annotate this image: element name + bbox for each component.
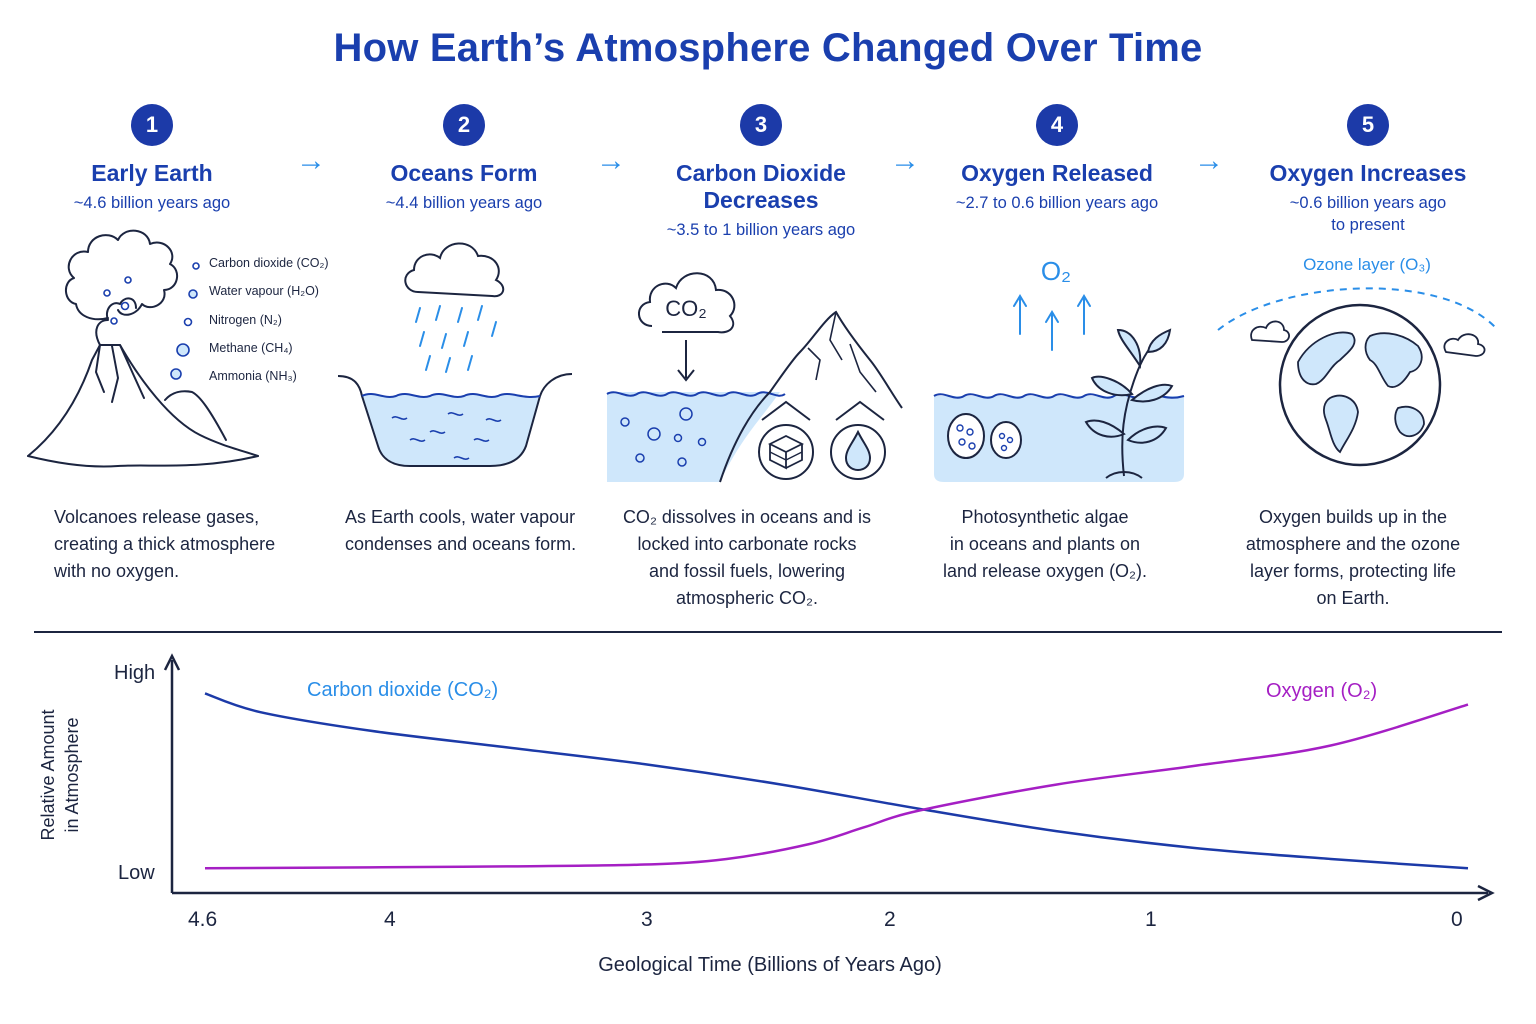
ozone-label: Ozone layer (O₃) — [1303, 255, 1431, 274]
step-time: ~0.6 billion years ago to present — [1289, 194, 1447, 234]
gas-bubbles — [103, 262, 200, 380]
gas-label: Methane (CH₄) — [209, 341, 293, 355]
y-tick-high: High — [114, 662, 156, 684]
x-axis-title: Geological Time (Billions of Years Ago) — [598, 954, 942, 976]
co2-cloud-label: CO₂ — [665, 296, 707, 321]
step-time: ~3.5 to 1 billion years ago — [666, 221, 856, 239]
step-early-earth: 1 Early Earth ~4.6 billion years ago — [17, 104, 287, 214]
gas-label: Ammonia (NH₃) — [209, 369, 297, 383]
step-description: Volcanoes release gases, creating a thic… — [54, 507, 276, 581]
step-title: Early Earth — [91, 160, 213, 186]
step-title: Carbon Dioxide Decreases — [676, 160, 846, 213]
step-title: Oceans Form — [390, 160, 538, 186]
x-tick: 3 — [641, 908, 653, 931]
rain-drops — [415, 305, 497, 373]
step-description: Oxygen builds up in the atmosphere and t… — [1245, 507, 1461, 608]
step-oxygen-increases: 5 Oxygen Increases ~0.6 billion years ag… — [1233, 104, 1503, 236]
step-time: ~4.6 billion years ago — [73, 194, 231, 212]
step-number: 4 — [1036, 104, 1078, 146]
step-number: 2 — [443, 104, 485, 146]
cloud-icon — [1250, 320, 1290, 343]
plant-icon — [1084, 328, 1174, 479]
section-divider — [34, 631, 1502, 633]
gas-label: Carbon dioxide (CO₂) — [209, 256, 329, 270]
volcano-icon — [27, 229, 259, 468]
step-description: As Earth cools, water vapour condenses a… — [345, 507, 577, 554]
x-tick: 2 — [884, 908, 896, 931]
step-number: 3 — [740, 104, 782, 146]
illustrations: CO₂ O₂ — [27, 229, 1497, 483]
ocean-rock-icon — [606, 310, 903, 483]
arrow-right-icon: → — [1194, 144, 1224, 177]
algae-icon — [990, 421, 1022, 459]
arrow-right-icon: → — [890, 144, 920, 177]
gas-label: Water vapour (H₂O) — [209, 284, 319, 298]
chart-axes — [163, 653, 1495, 902]
step-oceans-form: 2 Oceans Form ~4.4 billion years ago — [329, 104, 599, 214]
co2-cloud-icon: CO₂ — [638, 272, 736, 382]
o2-label: O₂ — [1041, 256, 1071, 286]
x-tick: 0 — [1451, 908, 1463, 931]
page-title: How Earth’s Atmosphere Changed Over Time — [333, 26, 1203, 70]
arrow-right-icon: → — [596, 144, 626, 177]
arrow-right-icon: → — [296, 144, 326, 177]
step-oxygen-released: 4 Oxygen Released ~2.7 to 0.6 billion ye… — [922, 104, 1192, 214]
step-title: Oxygen Released — [961, 160, 1153, 186]
step-co2-decreases: 3 Carbon Dioxide Decreases ~3.5 to 1 bil… — [626, 104, 896, 241]
x-tick: 1 — [1145, 908, 1157, 931]
co2-series-label: Carbon dioxide (CO₂) — [307, 679, 499, 701]
step-description: Photosynthetic algae in oceans and plant… — [942, 507, 1148, 581]
o2-series-label: Oxygen (O₂) — [1266, 680, 1378, 702]
step-description: CO₂ dissolves in oceans and is locked in… — [622, 507, 872, 608]
o2-series-line — [204, 703, 1469, 870]
x-tick: 4 — [384, 908, 396, 931]
co2-series-line — [204, 692, 1469, 870]
gas-label: Nitrogen (N₂) — [209, 313, 282, 327]
step-time: ~2.7 to 0.6 billion years ago — [955, 194, 1159, 212]
step-time: ~4.4 billion years ago — [385, 194, 543, 212]
step-title: Oxygen Increases — [1269, 160, 1467, 186]
step-number: 5 — [1347, 104, 1389, 146]
x-tick: 4.6 — [188, 908, 218, 931]
ocean-basin-icon — [337, 373, 573, 467]
earth-ozone-icon: Ozone layer (O₃) — [1217, 255, 1497, 467]
step-number: 1 — [131, 104, 173, 146]
cloud-icon — [1443, 333, 1486, 357]
y-tick-low: Low — [118, 862, 155, 884]
rain-cloud-icon — [404, 242, 505, 298]
o2-release-icon: O₂ — [933, 256, 1185, 482]
